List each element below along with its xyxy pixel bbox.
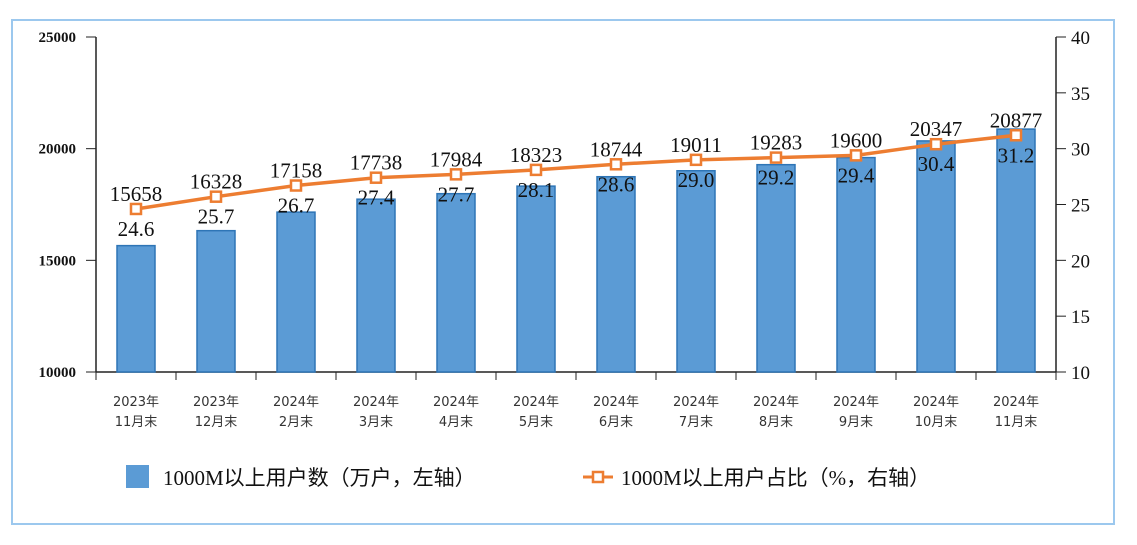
line-marker (209, 190, 223, 203)
bar (436, 192, 476, 373)
right-tick-label: 10 (1071, 363, 1090, 384)
category-label-month: 3月末 (359, 415, 393, 430)
line-value-label: 26.7 (278, 194, 315, 218)
bar (756, 163, 796, 373)
category-label-year: 2024年 (833, 395, 879, 410)
category-label-year: 2024年 (353, 395, 399, 410)
legend-line-marker (591, 470, 605, 484)
bar-value-label: 18744 (590, 137, 643, 161)
line-marker (849, 149, 863, 162)
line-value-label: 29.0 (678, 168, 715, 192)
category-label-month: 8月末 (759, 415, 793, 430)
line-value-label: 27.4 (358, 186, 395, 210)
bar (276, 211, 316, 373)
bar-value-label: 20877 (990, 108, 1043, 132)
category-label-month: 4月末 (439, 415, 473, 430)
series-line (135, 133, 1017, 211)
category-label-year: 2024年 (513, 395, 559, 410)
left-tick-label: 25000 (39, 30, 77, 46)
bar (676, 170, 716, 373)
category-label-year: 2024年 (433, 395, 479, 410)
line-value-label: 24.6 (118, 217, 155, 241)
right-tick-label: 40 (1071, 28, 1090, 49)
bar-value-label: 17738 (350, 151, 403, 175)
line-marker (129, 202, 143, 216)
bar (356, 198, 396, 373)
category-label-year: 2024年 (753, 395, 799, 410)
line-value-label: 28.1 (518, 178, 555, 202)
bar (596, 175, 636, 373)
right-tick-label: 25 (1071, 196, 1090, 217)
category-label-month: 6月末 (599, 415, 633, 430)
line-value-label: 27.7 (438, 182, 475, 206)
line-marker (369, 171, 383, 184)
bar-value-label: 16328 (190, 170, 243, 194)
right-tick-label: 35 (1071, 84, 1090, 105)
category-label-month: 2月末 (279, 415, 313, 430)
right-tick-label: 20 (1071, 251, 1090, 272)
bar-value-label: 15658 (110, 182, 163, 206)
bar (196, 229, 236, 373)
line-value-label: 29.4 (838, 163, 875, 187)
right-tick-label: 15 (1071, 307, 1090, 328)
category-label-month: 7月末 (679, 415, 713, 430)
category-label-year: 2024年 (913, 395, 959, 410)
left-tick-label: 20000 (39, 142, 77, 158)
line-value-label: 25.7 (198, 205, 235, 229)
category-label-year: 2024年 (593, 395, 639, 410)
bar-value-label: 18323 (510, 143, 563, 167)
category-label-month: 5月末 (519, 415, 553, 430)
left-tick-label: 10000 (39, 365, 77, 381)
right-tick-label: 30 (1071, 140, 1090, 161)
bar-value-label: 19011 (670, 133, 722, 157)
legend-line-label: 1000M以上用户占比（%，右轴） (621, 466, 930, 490)
line-marker (529, 163, 543, 177)
category-label-month: 10月末 (915, 415, 958, 430)
line-marker (929, 137, 943, 151)
bar-value-label: 17984 (430, 147, 483, 171)
bar (836, 156, 876, 373)
line-value-label: 30.4 (918, 152, 955, 176)
category-label-month: 12月末 (195, 415, 238, 430)
line-value-label: 28.6 (598, 172, 635, 196)
category-label-year: 2023年 (113, 395, 159, 410)
line-marker (689, 153, 703, 167)
category-label-month: 11月末 (115, 415, 158, 430)
line-marker (1009, 129, 1023, 142)
bar (916, 140, 956, 373)
bar (516, 185, 556, 373)
line-marker (769, 151, 783, 164)
left-tick-label: 15000 (39, 253, 77, 269)
category-label-year: 2024年 (273, 395, 319, 410)
category-label-year: 2024年 (673, 395, 719, 410)
line-value-label: 29.2 (758, 166, 795, 190)
legend-bar-label: 1000M以上用户数（万户，左轴） (163, 466, 476, 490)
bar-value-label: 19283 (750, 131, 803, 155)
category-label-month: 11月末 (995, 415, 1038, 430)
line-marker (449, 168, 463, 181)
legend-bar-swatch (126, 465, 149, 488)
category-label-month: 9月末 (839, 415, 873, 430)
category-label-year: 2024年 (993, 395, 1039, 410)
bar-value-label: 20347 (910, 117, 963, 141)
chart-frame (11, 19, 1115, 525)
line-marker (289, 179, 303, 192)
line-value-label: 31.2 (998, 143, 1035, 167)
category-label-year: 2023年 (193, 395, 239, 410)
bar-value-label: 17158 (270, 159, 323, 183)
bar-value-label: 19600 (830, 128, 883, 152)
bar (116, 244, 156, 373)
line-marker (609, 158, 623, 171)
